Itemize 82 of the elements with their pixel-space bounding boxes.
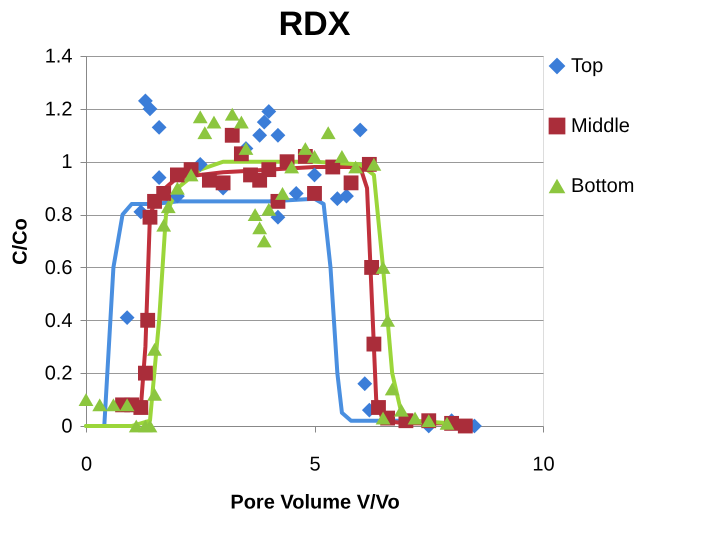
point xyxy=(352,122,368,138)
y-tick-label: 0.4 xyxy=(44,310,72,332)
point xyxy=(156,186,172,201)
point xyxy=(366,158,382,171)
y-axis-title: C/Co xyxy=(10,218,32,265)
point xyxy=(138,366,153,381)
point xyxy=(256,234,272,248)
point xyxy=(261,104,276,119)
point xyxy=(170,182,185,195)
y-tick-label: 0.8 xyxy=(44,204,72,226)
point xyxy=(366,336,382,352)
point xyxy=(202,172,217,188)
point xyxy=(298,142,313,155)
point xyxy=(320,126,336,140)
point xyxy=(252,221,268,234)
point xyxy=(307,186,322,201)
point xyxy=(78,393,94,406)
point xyxy=(170,168,185,182)
point xyxy=(284,160,300,174)
y-tick-label: 1.4 xyxy=(44,46,72,68)
y-tick-label: 1 xyxy=(61,151,72,174)
point xyxy=(147,342,162,356)
point xyxy=(248,208,263,221)
x-tick-label: 0 xyxy=(80,454,92,476)
legend-label: Bottom xyxy=(571,175,634,197)
y-tick-label: 0.6 xyxy=(44,256,72,279)
point xyxy=(275,187,290,200)
point xyxy=(147,388,162,401)
point xyxy=(206,116,222,128)
point xyxy=(348,160,364,174)
x-tick-label: 5 xyxy=(309,454,321,476)
point xyxy=(197,126,212,140)
point xyxy=(344,175,358,190)
point xyxy=(156,218,172,232)
point xyxy=(376,412,390,424)
point xyxy=(376,261,390,274)
x-tick-label: 10 xyxy=(532,454,555,476)
point xyxy=(325,160,340,174)
legend-label: Top xyxy=(571,55,604,77)
point xyxy=(120,398,135,412)
point xyxy=(270,210,286,225)
point xyxy=(357,376,372,392)
legend-label: Middle xyxy=(571,115,630,137)
point xyxy=(152,170,167,185)
point xyxy=(140,312,156,328)
point xyxy=(224,128,240,143)
x-axis-title: Pore Volume V/Vo xyxy=(230,492,400,514)
point xyxy=(184,168,199,182)
point xyxy=(133,400,148,415)
point xyxy=(120,310,135,326)
point xyxy=(261,162,276,178)
point xyxy=(458,418,473,434)
point xyxy=(92,398,108,412)
point xyxy=(408,412,422,424)
y-tick-label: 0 xyxy=(61,416,72,438)
point xyxy=(307,168,322,182)
point xyxy=(270,128,286,143)
y-tick-label: 1.2 xyxy=(44,98,72,120)
point xyxy=(224,108,240,121)
point xyxy=(334,150,350,163)
point xyxy=(192,110,208,124)
point xyxy=(160,200,176,214)
point xyxy=(252,128,268,143)
point xyxy=(106,398,121,412)
point xyxy=(152,120,167,135)
point xyxy=(364,260,380,275)
point xyxy=(380,314,396,327)
point xyxy=(234,116,249,128)
point xyxy=(394,404,409,417)
point xyxy=(142,420,158,432)
point xyxy=(339,188,354,204)
point xyxy=(261,202,276,216)
chart-title: RDX xyxy=(278,5,351,43)
point xyxy=(440,416,454,430)
point xyxy=(384,382,400,396)
point xyxy=(142,210,158,225)
point xyxy=(216,175,231,190)
y-tick-label: 0.2 xyxy=(44,362,72,385)
point xyxy=(142,101,158,116)
point xyxy=(256,114,272,130)
point xyxy=(307,150,322,163)
point xyxy=(288,186,304,201)
